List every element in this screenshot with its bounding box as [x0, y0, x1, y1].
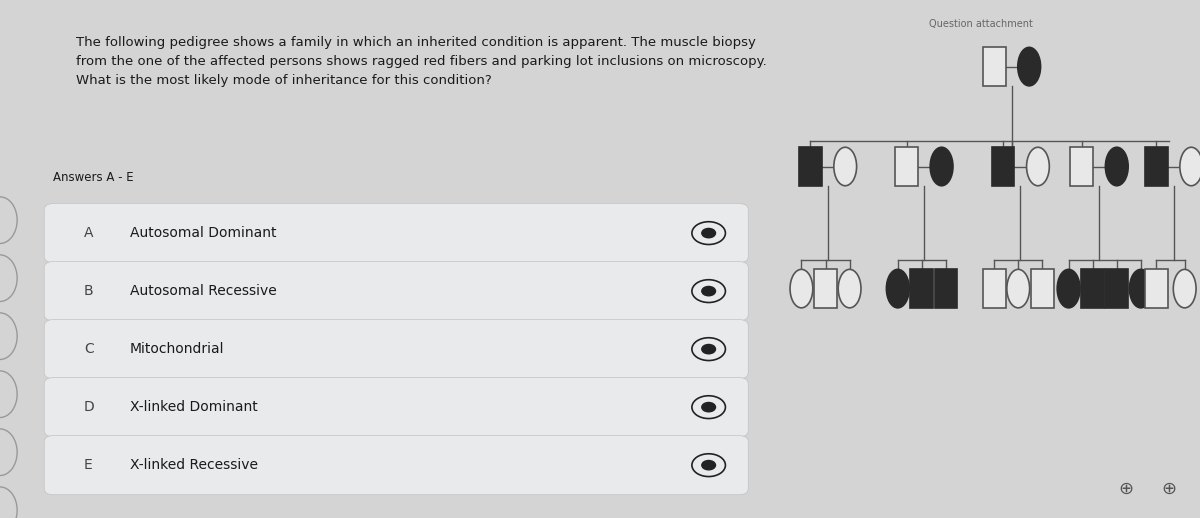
Circle shape: [702, 402, 715, 412]
Circle shape: [1018, 47, 1040, 86]
FancyBboxPatch shape: [44, 204, 749, 263]
Bar: [1081, 269, 1104, 308]
Circle shape: [839, 269, 860, 308]
Circle shape: [834, 147, 857, 186]
Circle shape: [702, 344, 715, 354]
FancyBboxPatch shape: [44, 320, 749, 379]
Text: Autosomal Recessive: Autosomal Recessive: [130, 284, 276, 298]
Circle shape: [1026, 147, 1049, 186]
Text: C: C: [84, 342, 94, 356]
Bar: [983, 47, 1006, 86]
Bar: [799, 147, 822, 186]
Bar: [1031, 269, 1054, 308]
Text: B: B: [84, 284, 94, 298]
Circle shape: [702, 228, 715, 238]
Text: A: A: [84, 226, 94, 240]
Text: Mitochondrial: Mitochondrial: [130, 342, 224, 356]
Circle shape: [1129, 269, 1152, 308]
FancyBboxPatch shape: [44, 378, 749, 437]
Text: The following pedigree shows a family in which an inherited condition is apparen: The following pedigree shows a family in…: [77, 36, 767, 87]
Bar: [1145, 147, 1168, 186]
Circle shape: [930, 147, 953, 186]
Bar: [983, 269, 1006, 308]
FancyBboxPatch shape: [44, 436, 749, 495]
Bar: [991, 147, 1014, 186]
Circle shape: [1174, 269, 1196, 308]
Text: X-linked Recessive: X-linked Recessive: [130, 458, 258, 472]
Bar: [1105, 269, 1128, 308]
Text: E: E: [84, 458, 92, 472]
Text: Answers A - E: Answers A - E: [53, 171, 134, 184]
Circle shape: [1007, 269, 1030, 308]
Text: Autosomal Dominant: Autosomal Dominant: [130, 226, 276, 240]
FancyBboxPatch shape: [44, 262, 749, 321]
Bar: [895, 147, 918, 186]
Circle shape: [887, 269, 910, 308]
Text: ⊕: ⊕: [1162, 479, 1177, 497]
Bar: [1145, 269, 1168, 308]
Circle shape: [1057, 269, 1080, 308]
Circle shape: [1105, 147, 1128, 186]
Bar: [935, 269, 958, 308]
Circle shape: [702, 461, 715, 470]
Text: X-linked Dominant: X-linked Dominant: [130, 400, 257, 414]
Bar: [911, 269, 934, 308]
Bar: [814, 269, 836, 308]
Bar: [1070, 147, 1093, 186]
Circle shape: [1180, 147, 1200, 186]
Text: D: D: [84, 400, 95, 414]
Text: ⊕: ⊕: [1118, 479, 1133, 497]
Text: Question attachment: Question attachment: [929, 19, 1033, 28]
Circle shape: [702, 286, 715, 296]
Circle shape: [790, 269, 812, 308]
